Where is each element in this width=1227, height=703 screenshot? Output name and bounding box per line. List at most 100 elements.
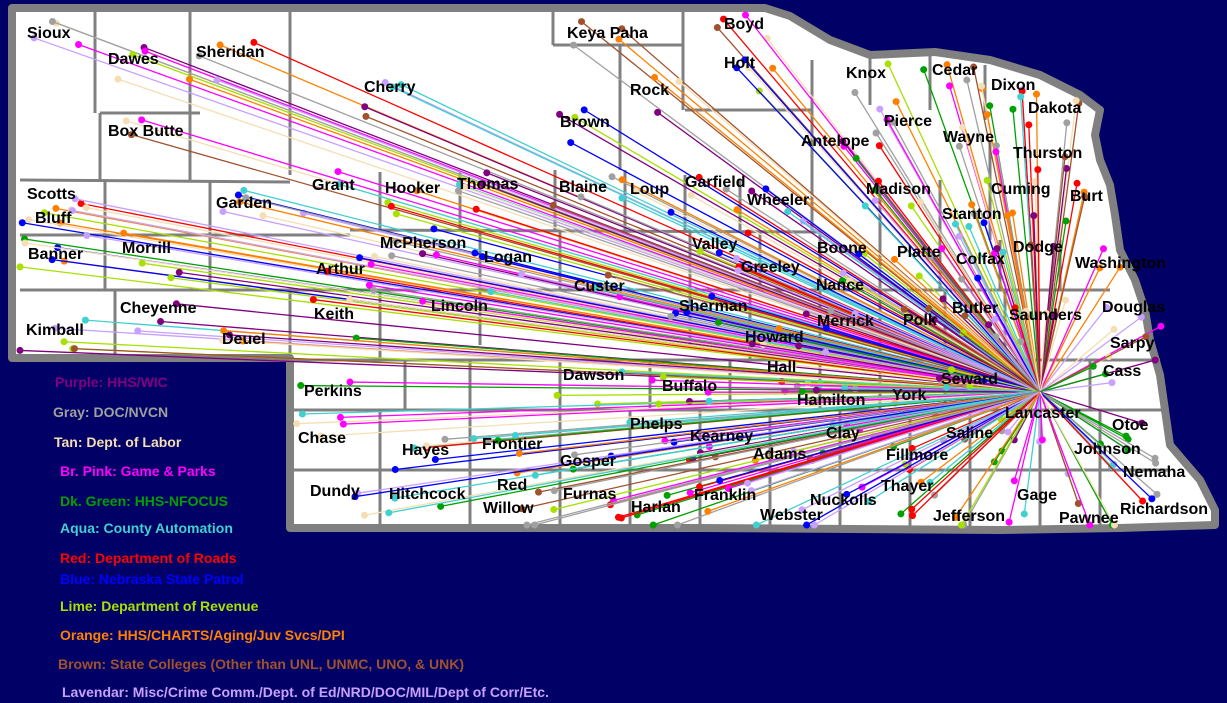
site-marker bbox=[346, 378, 354, 386]
county-label-garfield: Garfield bbox=[685, 174, 745, 191]
site-marker bbox=[843, 490, 851, 498]
site-marker bbox=[742, 11, 750, 19]
site-marker bbox=[216, 41, 224, 49]
site-marker bbox=[531, 521, 539, 529]
county-label-saline: Saline bbox=[946, 425, 993, 442]
connection-line bbox=[1020, 341, 1041, 393]
site-marker bbox=[52, 204, 60, 212]
site-marker bbox=[720, 15, 728, 23]
county-label-knox: Knox bbox=[846, 65, 886, 82]
site-marker bbox=[839, 269, 847, 277]
site-marker bbox=[744, 229, 752, 237]
connection-line bbox=[117, 78, 1041, 393]
site-marker bbox=[659, 373, 667, 381]
site-marker bbox=[167, 274, 175, 282]
site-marker bbox=[1063, 119, 1071, 127]
site-marker bbox=[1116, 263, 1124, 271]
county-label-saunders: Saunders bbox=[1009, 307, 1082, 324]
site-marker bbox=[298, 410, 306, 418]
site-marker bbox=[365, 281, 373, 289]
county-label-logan: Logan bbox=[484, 249, 532, 266]
site-marker bbox=[219, 207, 227, 215]
site-marker bbox=[367, 260, 375, 268]
county-label-bluff: Bluff bbox=[35, 210, 72, 227]
site-marker bbox=[339, 420, 347, 428]
county-label-hooker: Hooker bbox=[385, 180, 440, 197]
connection-line bbox=[849, 280, 1041, 393]
connection-line bbox=[464, 186, 1041, 393]
site-marker bbox=[518, 270, 526, 278]
site-marker bbox=[220, 327, 228, 335]
county-label-lancaster: Lancaster bbox=[1005, 405, 1081, 422]
connection-line bbox=[747, 391, 1041, 484]
site-marker bbox=[980, 219, 988, 227]
connection-line bbox=[751, 391, 1041, 492]
county-label-sherman: Sherman bbox=[679, 298, 747, 315]
connection-line bbox=[787, 210, 1041, 393]
site-marker bbox=[970, 63, 978, 71]
site-marker bbox=[615, 35, 623, 43]
connection-line bbox=[912, 391, 1041, 517]
site-marker bbox=[120, 229, 128, 237]
site-marker bbox=[608, 173, 616, 181]
site-marker bbox=[920, 66, 928, 74]
site-marker bbox=[917, 478, 925, 486]
county-label-nemaha: Nemaha bbox=[1123, 464, 1185, 481]
site-marker bbox=[769, 64, 777, 72]
connection-line bbox=[337, 170, 1041, 393]
site-marker bbox=[550, 487, 558, 495]
connection-line bbox=[1039, 365, 1094, 393]
connection-line bbox=[814, 391, 1041, 526]
site-marker bbox=[733, 64, 741, 72]
connection-line bbox=[373, 289, 1041, 393]
county-label-greeley: Greeley bbox=[741, 259, 800, 276]
site-marker bbox=[952, 513, 960, 521]
connection-line bbox=[1039, 267, 1101, 393]
site-marker bbox=[432, 251, 440, 259]
county-label-willow: Willow bbox=[483, 500, 534, 517]
site-marker bbox=[351, 493, 359, 501]
site-marker bbox=[336, 413, 344, 421]
connection-line bbox=[864, 205, 1041, 393]
site-marker bbox=[616, 293, 624, 301]
site-marker bbox=[1139, 497, 1147, 505]
site-marker bbox=[908, 512, 916, 520]
site-marker bbox=[651, 73, 659, 81]
county-label-wheeler: Wheeler bbox=[747, 192, 809, 209]
site-marker bbox=[839, 137, 847, 145]
site-marker bbox=[186, 75, 194, 83]
site-marker bbox=[1011, 304, 1019, 312]
site-marker bbox=[939, 295, 947, 303]
site-marker bbox=[708, 292, 716, 300]
site-marker bbox=[618, 194, 626, 202]
county-label-colfax: Colfax bbox=[956, 251, 1005, 268]
connection-line bbox=[1039, 391, 1144, 502]
site-marker bbox=[1110, 325, 1118, 333]
site-marker bbox=[748, 340, 756, 348]
site-marker bbox=[1034, 166, 1042, 174]
county-label-merrick: Merrick bbox=[817, 313, 874, 330]
site-marker bbox=[479, 180, 487, 188]
connection-line bbox=[670, 315, 1041, 393]
site-marker bbox=[127, 131, 135, 139]
site-marker bbox=[437, 502, 445, 510]
county-label-sarpy: Sarpy bbox=[1110, 335, 1155, 352]
site-marker bbox=[218, 336, 226, 344]
site-marker bbox=[70, 345, 78, 353]
county-label-wayne: Wayne bbox=[943, 129, 994, 146]
site-marker bbox=[1074, 500, 1082, 508]
connection-line bbox=[725, 188, 1041, 393]
site-marker bbox=[594, 400, 602, 408]
site-marker bbox=[748, 187, 756, 195]
connection-line bbox=[736, 257, 1041, 393]
site-marker bbox=[293, 420, 301, 428]
site-marker bbox=[734, 267, 742, 275]
county-label-cedar: Cedar bbox=[932, 62, 977, 79]
site-marker bbox=[695, 173, 703, 181]
site-marker bbox=[82, 204, 90, 212]
site-marker bbox=[747, 487, 755, 495]
site-marker bbox=[795, 342, 803, 350]
site-marker bbox=[16, 346, 24, 354]
site-marker bbox=[851, 88, 859, 96]
site-marker bbox=[704, 388, 712, 396]
